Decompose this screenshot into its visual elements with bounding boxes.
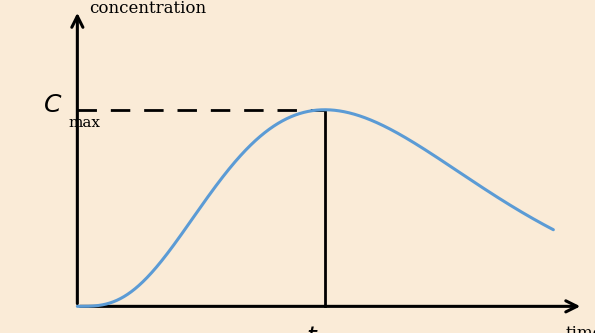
Text: time/h: time/h <box>565 325 595 333</box>
Text: concentration: concentration <box>89 0 206 17</box>
Text: max: max <box>68 116 101 130</box>
Text: max: max <box>322 331 354 333</box>
Text: $\mathit{C}$: $\mathit{C}$ <box>43 93 62 117</box>
Text: $\mathit{t}$: $\mathit{t}$ <box>306 325 319 333</box>
